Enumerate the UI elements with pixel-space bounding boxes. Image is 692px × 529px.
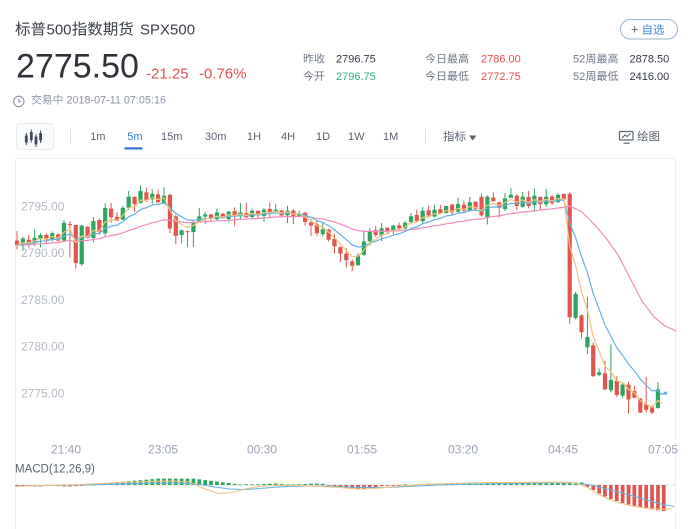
svg-text:52: 52 bbox=[573, 71, 585, 83]
svg-text:2878.50: 2878.50 bbox=[630, 54, 670, 66]
svg-text:21:40: 21:40 bbox=[51, 443, 81, 457]
svg-text:1M: 1M bbox=[383, 131, 398, 143]
svg-text:-0.76%: -0.76% bbox=[199, 65, 247, 82]
svg-text:4H: 4H bbox=[281, 131, 295, 143]
svg-text:03:20: 03:20 bbox=[448, 443, 478, 457]
svg-text:-21.25: -21.25 bbox=[146, 65, 189, 82]
svg-text:2775.50: 2775.50 bbox=[16, 48, 139, 86]
svg-text:01:55: 01:55 bbox=[347, 443, 377, 457]
svg-text:2786.00: 2786.00 bbox=[481, 54, 521, 66]
svg-text:52: 52 bbox=[573, 54, 585, 66]
svg-text:2795.00: 2795.00 bbox=[21, 199, 65, 213]
svg-text:2796.75: 2796.75 bbox=[336, 54, 376, 66]
svg-text:2018-07-11 07:05:16: 2018-07-11 07:05:16 bbox=[67, 94, 166, 106]
svg-text:500: 500 bbox=[47, 22, 72, 39]
svg-text:2785.00: 2785.00 bbox=[21, 293, 65, 307]
svg-text:2796.75: 2796.75 bbox=[336, 71, 376, 83]
svg-text:+: + bbox=[631, 23, 638, 37]
svg-text:00:30: 00:30 bbox=[247, 443, 277, 457]
svg-text:1H: 1H bbox=[247, 131, 261, 143]
svg-text:04:45: 04:45 bbox=[548, 443, 578, 457]
svg-text:1m: 1m bbox=[90, 131, 105, 143]
svg-text:1W: 1W bbox=[348, 131, 365, 143]
svg-text:2772.75: 2772.75 bbox=[481, 71, 521, 83]
svg-text:30m: 30m bbox=[205, 131, 226, 143]
svg-text:2780.00: 2780.00 bbox=[21, 340, 65, 354]
svg-text:5m: 5m bbox=[127, 131, 142, 143]
svg-text:15m: 15m bbox=[161, 131, 182, 143]
svg-text:2416.00: 2416.00 bbox=[630, 71, 670, 83]
svg-text:2775.00: 2775.00 bbox=[21, 386, 65, 400]
svg-text:2790.00: 2790.00 bbox=[21, 246, 65, 260]
svg-text:MACD(12,26,9): MACD(12,26,9) bbox=[15, 463, 95, 475]
svg-text:SPX500: SPX500 bbox=[140, 22, 195, 39]
svg-text:23:05: 23:05 bbox=[148, 443, 178, 457]
svg-text:1D: 1D bbox=[316, 131, 330, 143]
svg-text:07:05: 07:05 bbox=[648, 443, 678, 457]
